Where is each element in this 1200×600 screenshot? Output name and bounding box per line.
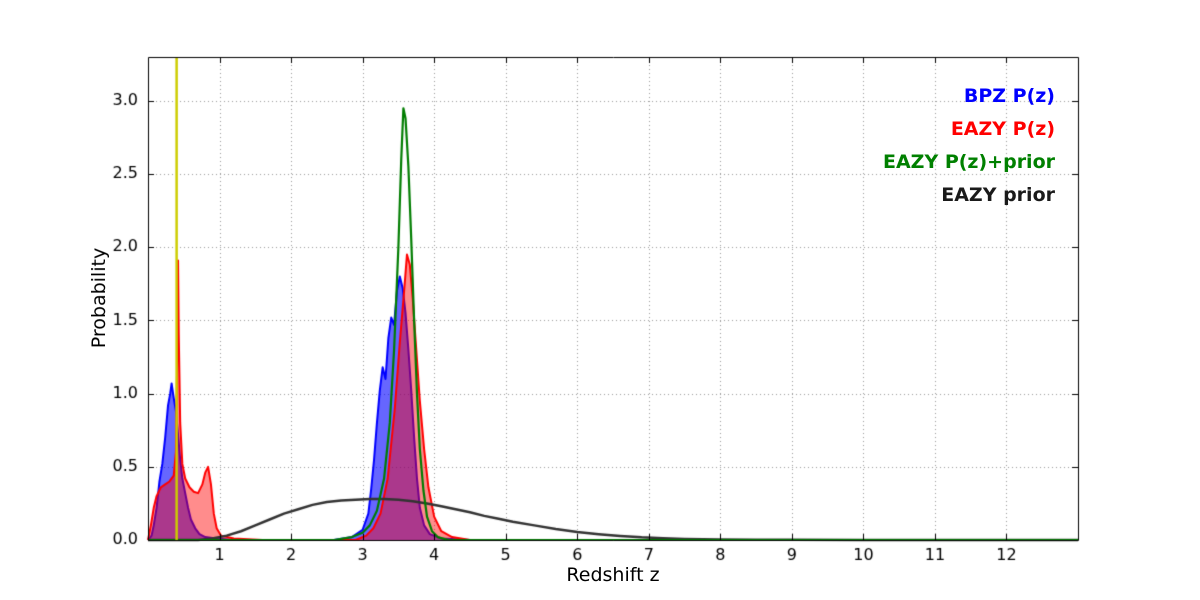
x-axis-label: Redshift z [566,564,660,586]
y-axis-label: Probability [88,247,110,349]
legend-item-eazy-pz-prior: EAZY P(z)+prior [882,151,1055,173]
legend-item-eazy-pz: EAZY P(z) [950,118,1055,140]
legend-item-eazy-prior: EAZY prior [941,184,1055,206]
legend: BPZ P(z) EAZY P(z) EAZY P(z)+prior EAZY … [883,80,1055,212]
legend-item-bpz-pz: BPZ P(z) [963,85,1055,107]
